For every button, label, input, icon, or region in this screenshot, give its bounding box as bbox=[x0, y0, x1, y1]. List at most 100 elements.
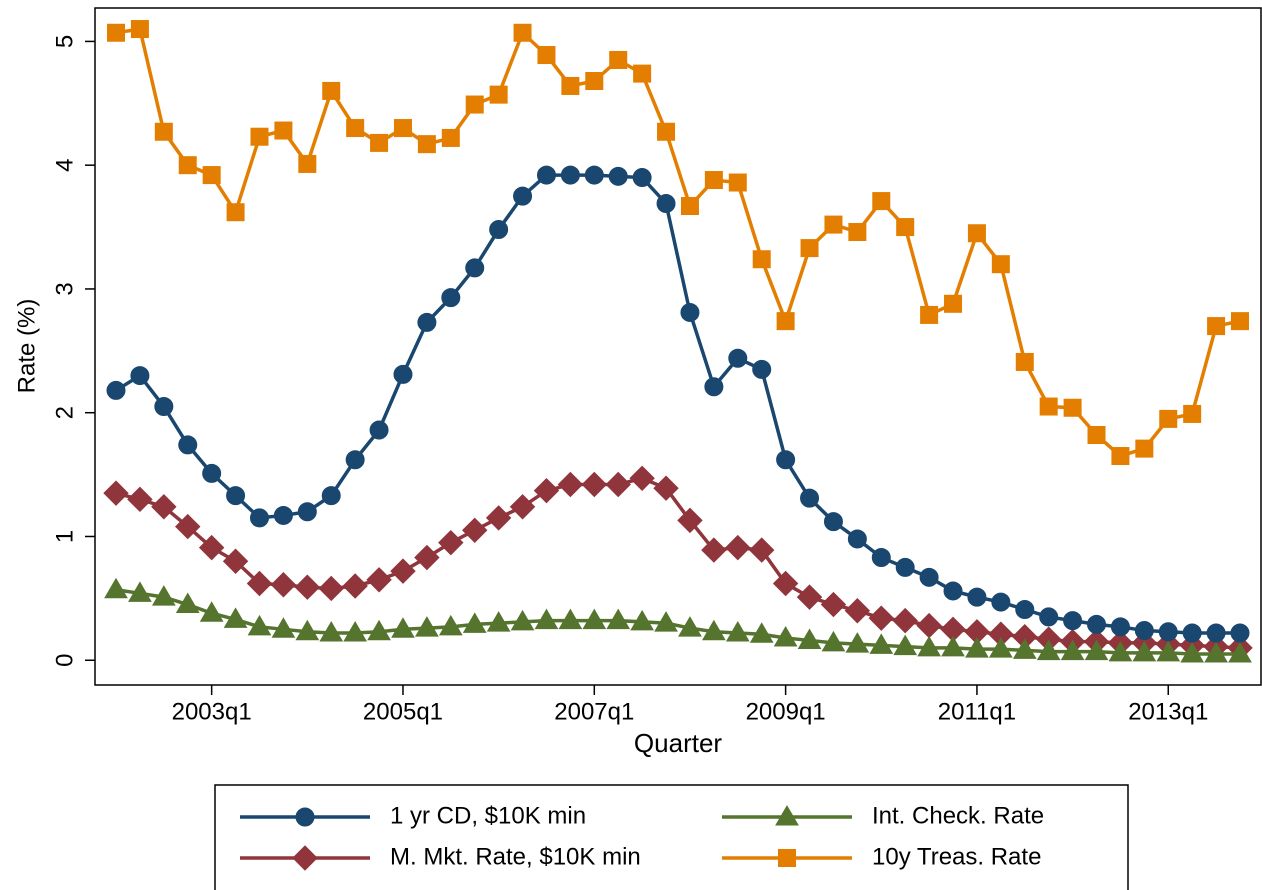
data-point bbox=[130, 366, 150, 386]
y-axis-title: Rate (%) bbox=[13, 299, 40, 394]
data-point bbox=[892, 607, 918, 634]
data-point bbox=[1015, 600, 1035, 620]
data-point bbox=[796, 584, 823, 610]
data-point bbox=[295, 619, 320, 641]
data-point bbox=[393, 119, 412, 138]
data-point bbox=[967, 224, 986, 243]
data-point bbox=[1206, 623, 1226, 643]
data-point bbox=[656, 194, 676, 214]
data-point bbox=[991, 255, 1010, 274]
data-point bbox=[1132, 640, 1157, 662]
data-point bbox=[776, 312, 795, 331]
data-point bbox=[342, 573, 368, 599]
data-point bbox=[1228, 642, 1252, 663]
data-point bbox=[1230, 623, 1250, 643]
data-point bbox=[823, 512, 843, 532]
data-point bbox=[533, 477, 560, 504]
data-point bbox=[1135, 439, 1154, 458]
data-point bbox=[178, 156, 197, 175]
data-point bbox=[704, 171, 723, 190]
data-point bbox=[1207, 317, 1226, 336]
data-point bbox=[749, 622, 774, 643]
legend-marker bbox=[292, 845, 318, 871]
data-point bbox=[345, 450, 365, 470]
data-point bbox=[1063, 398, 1082, 417]
data-point bbox=[606, 608, 631, 630]
data-point bbox=[390, 558, 416, 584]
data-point bbox=[1111, 447, 1130, 466]
data-point bbox=[869, 633, 894, 654]
plot-frame bbox=[94, 7, 1262, 686]
data-point bbox=[1036, 639, 1061, 661]
data-point bbox=[557, 471, 584, 498]
data-point bbox=[510, 609, 535, 631]
data-point bbox=[175, 513, 201, 540]
data-point bbox=[202, 463, 222, 483]
data-point bbox=[509, 494, 536, 520]
data-point bbox=[560, 165, 580, 185]
data-point bbox=[346, 119, 365, 138]
data-point bbox=[895, 557, 915, 577]
data-point bbox=[967, 587, 987, 607]
legend-label: 1 yr CD, $10K min bbox=[390, 802, 586, 829]
data-point bbox=[273, 505, 293, 525]
x-tick-label: 2003q1 bbox=[172, 698, 252, 725]
data-point bbox=[441, 128, 460, 147]
data-point bbox=[298, 154, 317, 173]
data-point bbox=[896, 218, 915, 237]
data-point bbox=[1158, 622, 1178, 642]
data-point bbox=[414, 544, 440, 571]
legend-label: 10y Treas. Rate bbox=[872, 843, 1041, 870]
data-point bbox=[534, 608, 559, 630]
data-point bbox=[844, 598, 871, 624]
x-tick-label: 2013q1 bbox=[1128, 698, 1208, 725]
data-point bbox=[991, 592, 1011, 612]
x-tick-label: 2011q1 bbox=[938, 698, 1016, 725]
data-point bbox=[824, 215, 843, 234]
data-point bbox=[988, 637, 1013, 658]
data-point bbox=[274, 121, 293, 140]
data-point bbox=[821, 630, 846, 652]
data-point bbox=[178, 435, 198, 455]
data-point bbox=[772, 570, 799, 597]
data-point bbox=[632, 168, 652, 188]
data-point bbox=[582, 608, 607, 630]
data-point bbox=[489, 85, 508, 104]
data-point bbox=[872, 192, 891, 211]
data-point bbox=[1012, 638, 1037, 659]
data-point bbox=[130, 20, 149, 39]
data-point bbox=[318, 575, 344, 602]
data-point bbox=[104, 577, 128, 599]
y-tick-label: 0 bbox=[51, 654, 78, 667]
data-point bbox=[1063, 611, 1083, 631]
data-point bbox=[247, 614, 272, 636]
data-point bbox=[1110, 617, 1130, 637]
data-point bbox=[917, 635, 941, 657]
data-point bbox=[1159, 409, 1178, 428]
data-point bbox=[609, 50, 628, 69]
data-point bbox=[513, 23, 532, 42]
data-point bbox=[103, 480, 129, 506]
data-point bbox=[441, 288, 461, 308]
data-point bbox=[294, 574, 321, 600]
data-point bbox=[629, 465, 655, 492]
data-point bbox=[154, 122, 173, 141]
data-point bbox=[1156, 640, 1181, 662]
data-point bbox=[1204, 642, 1228, 663]
data-point bbox=[702, 619, 726, 641]
data-point bbox=[943, 581, 963, 601]
data-point bbox=[605, 471, 631, 498]
data-point bbox=[725, 534, 751, 561]
data-point bbox=[657, 122, 676, 141]
data-point bbox=[127, 486, 153, 513]
data-point bbox=[868, 605, 894, 631]
data-point bbox=[226, 203, 245, 222]
data-point bbox=[465, 95, 484, 114]
data-point bbox=[322, 81, 341, 100]
data-point bbox=[893, 634, 918, 656]
data-point bbox=[752, 250, 771, 269]
legend-label: M. Mkt. Rate, $10K min bbox=[390, 843, 641, 870]
data-point bbox=[222, 548, 249, 574]
